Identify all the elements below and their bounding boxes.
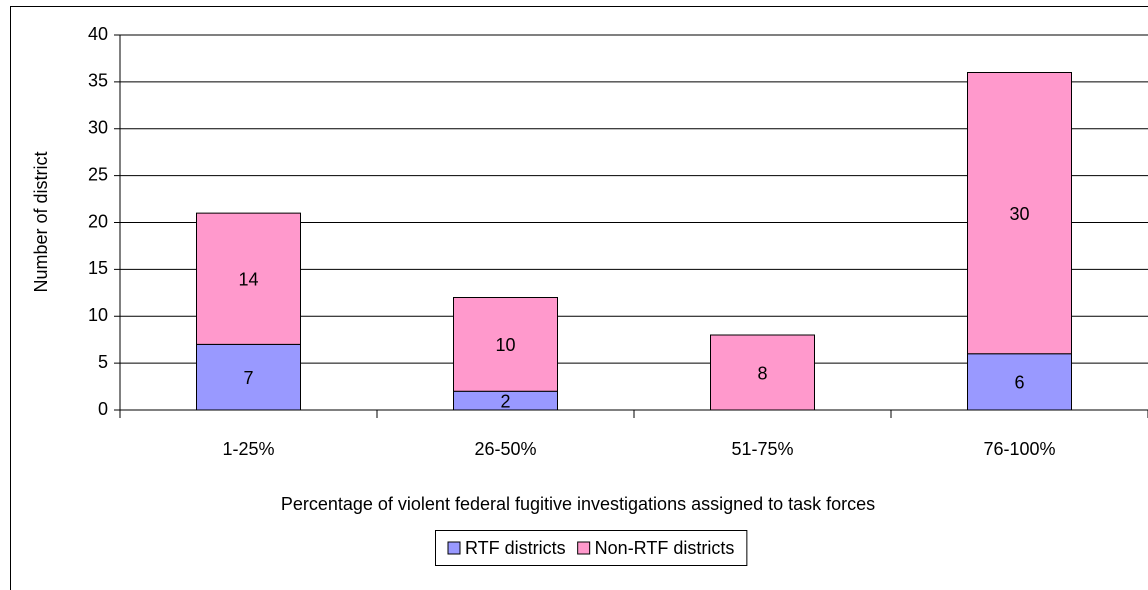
- x-axis-title: Percentage of violent federal fugitive i…: [281, 494, 875, 514]
- x-tick-label: 76-100%: [983, 439, 1055, 459]
- y-tick-label: 20: [88, 211, 108, 231]
- data-label: 8: [757, 363, 767, 383]
- y-tick-label: 30: [88, 118, 108, 138]
- data-label: 14: [238, 270, 258, 290]
- data-label: 7: [243, 368, 253, 388]
- legend-swatch: [447, 541, 461, 555]
- y-tick-label: 10: [88, 305, 108, 325]
- y-tick-label: 35: [88, 71, 108, 91]
- x-tick-label: 1-25%: [222, 439, 274, 459]
- bar-segment: [967, 72, 1072, 355]
- legend-label: RTF districts: [465, 538, 566, 558]
- y-tick-label: 0: [98, 399, 108, 419]
- y-tick-label: 25: [88, 164, 108, 184]
- y-axis-title: Number of district: [31, 151, 51, 292]
- data-label: 10: [495, 335, 515, 355]
- legend-box: [435, 530, 748, 566]
- x-tick-label: 26-50%: [474, 439, 536, 459]
- data-label: 6: [1014, 373, 1024, 393]
- y-tick-label: 40: [88, 24, 108, 44]
- bar-segment: [453, 297, 558, 392]
- data-label: 30: [1009, 204, 1029, 224]
- bar-segment: [967, 353, 1072, 411]
- legend-swatch: [577, 541, 591, 555]
- data-label: 2: [500, 391, 510, 411]
- legend: RTF districts Non-RTF districts: [435, 530, 748, 566]
- bar-segment: [196, 212, 301, 345]
- bar-segment: [710, 334, 815, 411]
- y-tick-label: 5: [98, 352, 108, 372]
- legend-label: Non-RTF districts: [595, 538, 735, 558]
- x-tick-label: 51-75%: [731, 439, 793, 459]
- y-tick-label: 15: [88, 258, 108, 278]
